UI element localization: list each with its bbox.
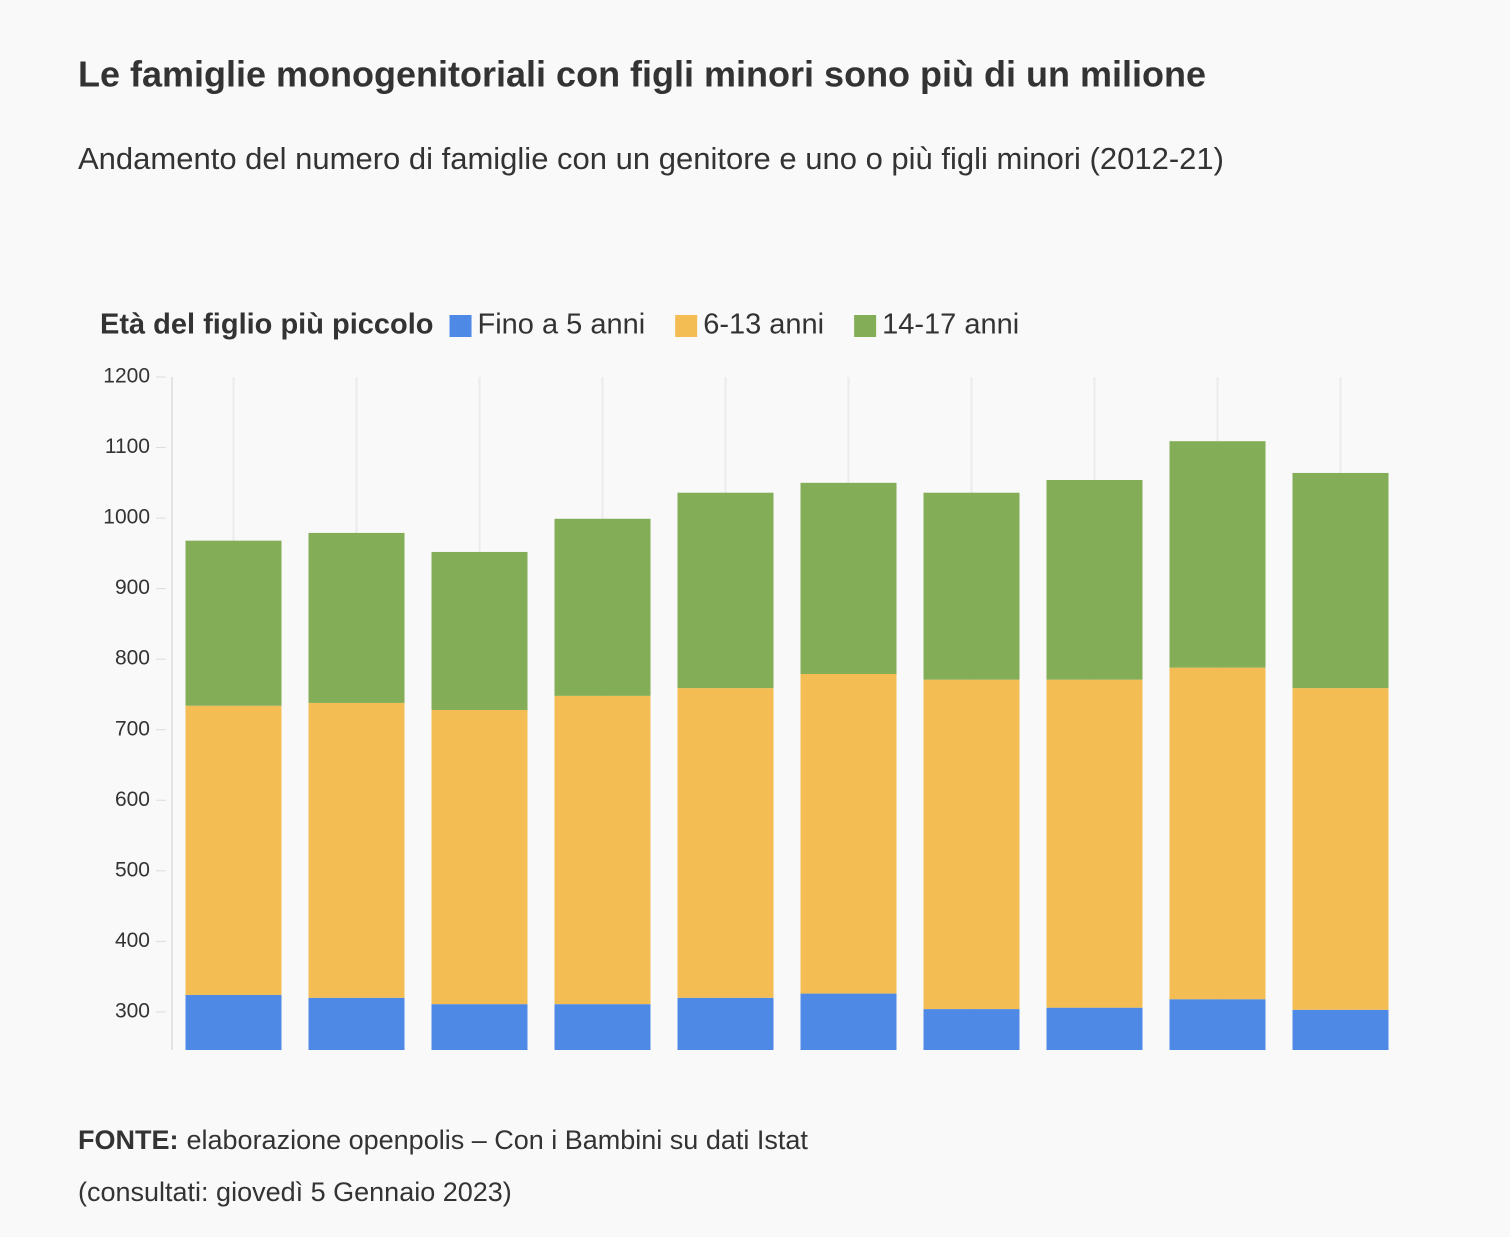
legend-label: 14-17 anni [882,309,1019,341]
bar-segment [185,705,282,995]
bar-segment [1169,667,1266,1000]
source: FONTE: elaborazione openpolis – Con i Bam… [78,1125,808,1155]
bar-segment [185,994,282,1050]
chart-subtitle: Andamento del numero di famiglie con un … [78,141,1224,176]
bar-segment [308,997,405,1050]
chart-title: Le famiglie monogenitoriali con figli mi… [78,54,1206,95]
bar-segment [1046,1007,1143,1050]
note: (consultati: giovedì 5 Gennaio 2023) [78,1177,512,1207]
bar-segment [185,540,282,706]
y-tick-label: 1200 [103,365,150,388]
y-tick-label: 700 [115,717,150,740]
bar-segment [923,679,1020,1010]
bar-segment [800,482,897,674]
legend-label: Fino a 5 anni [478,309,646,341]
bar-segment [800,673,897,994]
bar-segment [923,492,1020,680]
y-tick-label: 400 [115,929,150,952]
bar-segment [800,993,897,1050]
y-tick-label: 1100 [105,435,150,458]
legend-swatch [854,315,877,337]
bar-segment [1169,441,1266,668]
bar-segment [431,551,528,710]
bar-segment [1046,479,1143,680]
bar-segment [1292,688,1389,1010]
bar-segment [554,518,651,696]
bar-segment [1046,679,1143,1008]
source-text: elaborazione openpolis – Con i Bambini s… [187,1125,809,1155]
y-tick-label: 600 [115,788,150,811]
legend-swatch [675,315,698,337]
legend-label: 6-13 anni [703,309,824,341]
legend-swatch [449,315,472,337]
bar-segment [677,492,774,689]
bar-segment [677,688,774,998]
bar-segment [1292,1009,1389,1050]
bar-segment [554,695,651,1005]
legend-title: Età del figlio più piccolo [100,309,434,341]
bar-segment [308,532,405,703]
y-tick-label: 300 [115,999,150,1022]
bar-segment [431,709,528,1005]
y-tick-label: 900 [115,576,150,599]
bar-segment [554,1004,651,1050]
bar-segment [677,997,774,1050]
bar-segment [1169,999,1266,1050]
legend: Fino a 5 anni 6-13 anni 14-17 anni [449,309,1019,341]
source-label: FONTE: [78,1125,179,1155]
y-tick-label: 500 [115,858,150,881]
bar-segment [923,1009,1020,1050]
bar-segment [308,702,405,998]
bar-segment [1292,472,1389,689]
y-tick-label: 800 [115,647,150,670]
y-tick-label: 1000 [103,506,150,529]
plot-area: 300 400 500 600 700 800 900 1000 1100 1200 [103,365,1389,1050]
bar-segment [431,1004,528,1050]
